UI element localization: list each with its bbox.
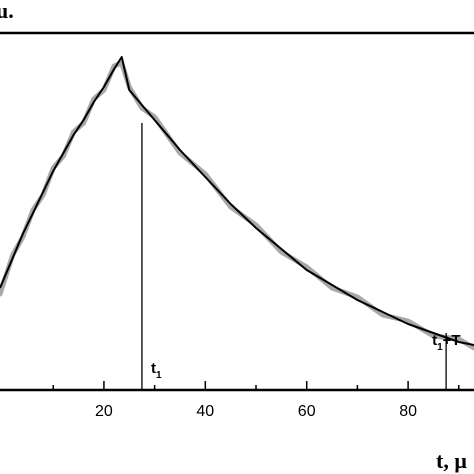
marker-label-main: t [151, 360, 156, 377]
x-tick-label: 40 [196, 403, 214, 420]
marker-label: t1 [151, 360, 162, 381]
y-axis-label: u. [0, 0, 14, 23]
marker-label-subscript: 1 [156, 370, 162, 381]
series-fit-curve [0, 56, 474, 346]
x-ticks [52, 381, 460, 390]
marker-label-main: t [432, 332, 437, 349]
marker-label-subscript: 1 [437, 342, 443, 353]
x-axis-label: t, μ [436, 448, 467, 473]
x-tick-label: 60 [298, 403, 316, 420]
x-tick-label: 80 [399, 403, 417, 420]
x-tick-labels: 20 40 60 80 [95, 403, 417, 420]
marker-label-suffix: +T [443, 332, 461, 349]
x-tick-label: 20 [95, 403, 113, 420]
marker-label: t1+T [432, 332, 461, 353]
